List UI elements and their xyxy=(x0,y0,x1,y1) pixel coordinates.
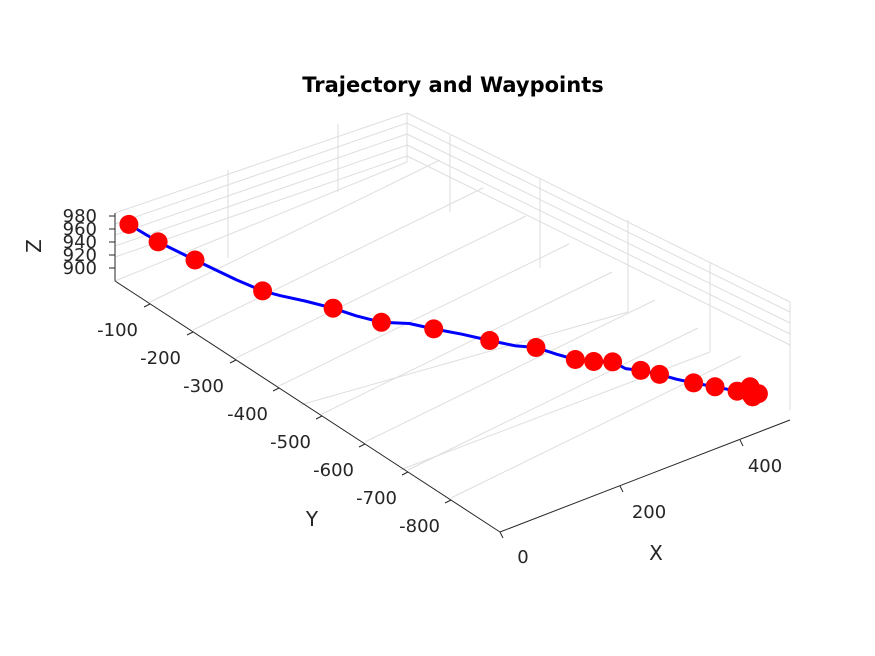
x-tick-mark xyxy=(499,531,504,539)
grid-line xyxy=(406,112,791,303)
y-tick-label: -400 xyxy=(227,404,268,425)
x-axis-line xyxy=(499,419,791,533)
x-tick-mark xyxy=(619,485,624,493)
waypoint-marker xyxy=(705,377,725,397)
x-tick-label: 200 xyxy=(632,502,666,523)
waypoint-marker xyxy=(631,360,651,380)
z-tick-labels: 980 960 940 920 900 xyxy=(63,206,97,279)
grid-line xyxy=(364,299,656,443)
x-tick-label: 0 xyxy=(517,547,528,568)
waypoint-marker xyxy=(526,338,546,357)
grid-line xyxy=(114,144,408,247)
y-tick-mark xyxy=(358,443,366,448)
waypoint-marker xyxy=(185,250,205,270)
z-tick-label: 940 xyxy=(63,232,97,253)
waypoint-marker xyxy=(743,387,763,407)
grid-layer xyxy=(114,112,791,499)
y-tick-mark xyxy=(186,331,194,336)
waypoint-marker xyxy=(480,331,500,350)
grid-line xyxy=(114,161,408,282)
grid-line xyxy=(149,159,441,303)
grid-line xyxy=(235,215,527,359)
y-tick-label: -300 xyxy=(183,376,224,397)
waypoint-marker xyxy=(148,232,168,252)
y-tick-labels: -100 -200 -300 -400 -500 -600 -700 -800 xyxy=(97,320,440,537)
y-tick-mark xyxy=(444,499,452,504)
z-tick-label: 980 xyxy=(63,206,97,227)
x-tick-mark xyxy=(739,439,744,447)
x-tick-label: 400 xyxy=(748,456,782,477)
x-tick-labels: 0 200 400 xyxy=(517,456,782,568)
waypoint-marker xyxy=(650,364,669,384)
waypoint-marker xyxy=(119,214,139,234)
y-axis-label: Y xyxy=(305,507,319,531)
chart-title: Trajectory and Waypoints xyxy=(302,73,604,97)
grid-line xyxy=(321,271,613,415)
grid-line xyxy=(114,112,408,214)
grid-line xyxy=(406,144,791,335)
waypoint-marker xyxy=(371,312,391,332)
grid-line xyxy=(299,311,629,406)
z-axis-label: Z xyxy=(22,239,46,253)
y-tick-mark xyxy=(401,471,409,476)
y-tick-label: -100 xyxy=(97,320,138,341)
y-tick-mark xyxy=(315,415,323,420)
grid-line xyxy=(407,327,699,471)
y-tick-label: -600 xyxy=(313,460,354,481)
x-axis-label: X xyxy=(649,541,663,565)
y-tick-label: -800 xyxy=(399,516,440,537)
grid-line xyxy=(406,155,791,346)
z-tick-label: 920 xyxy=(63,245,97,266)
grid-line xyxy=(278,243,570,387)
y-tick-mark xyxy=(229,359,237,364)
y-tick-label: -500 xyxy=(270,432,311,453)
y-tick-label: -200 xyxy=(140,348,181,369)
y-tick-mark xyxy=(143,303,151,308)
grid-line xyxy=(406,133,791,324)
y-tick-mark xyxy=(272,387,280,392)
grid-line xyxy=(406,122,791,313)
grid-line xyxy=(192,187,484,331)
axes-layer xyxy=(109,213,791,539)
waypoint-marker xyxy=(684,373,704,393)
waypoint-marker xyxy=(603,352,623,372)
waypoint-marker xyxy=(565,350,585,369)
waypoint-marker xyxy=(253,281,273,301)
waypoint-marker xyxy=(584,352,604,371)
grid-line xyxy=(114,122,408,225)
y-axis-line xyxy=(114,280,501,533)
waypoint-marker xyxy=(323,298,343,318)
z-tick-label: 960 xyxy=(63,219,97,240)
z-tick-label: 900 xyxy=(63,258,97,279)
waypoint-marker xyxy=(424,319,444,339)
y-tick-label: -700 xyxy=(356,488,397,509)
grid-line xyxy=(114,133,408,236)
waypoint-layer xyxy=(119,214,768,407)
